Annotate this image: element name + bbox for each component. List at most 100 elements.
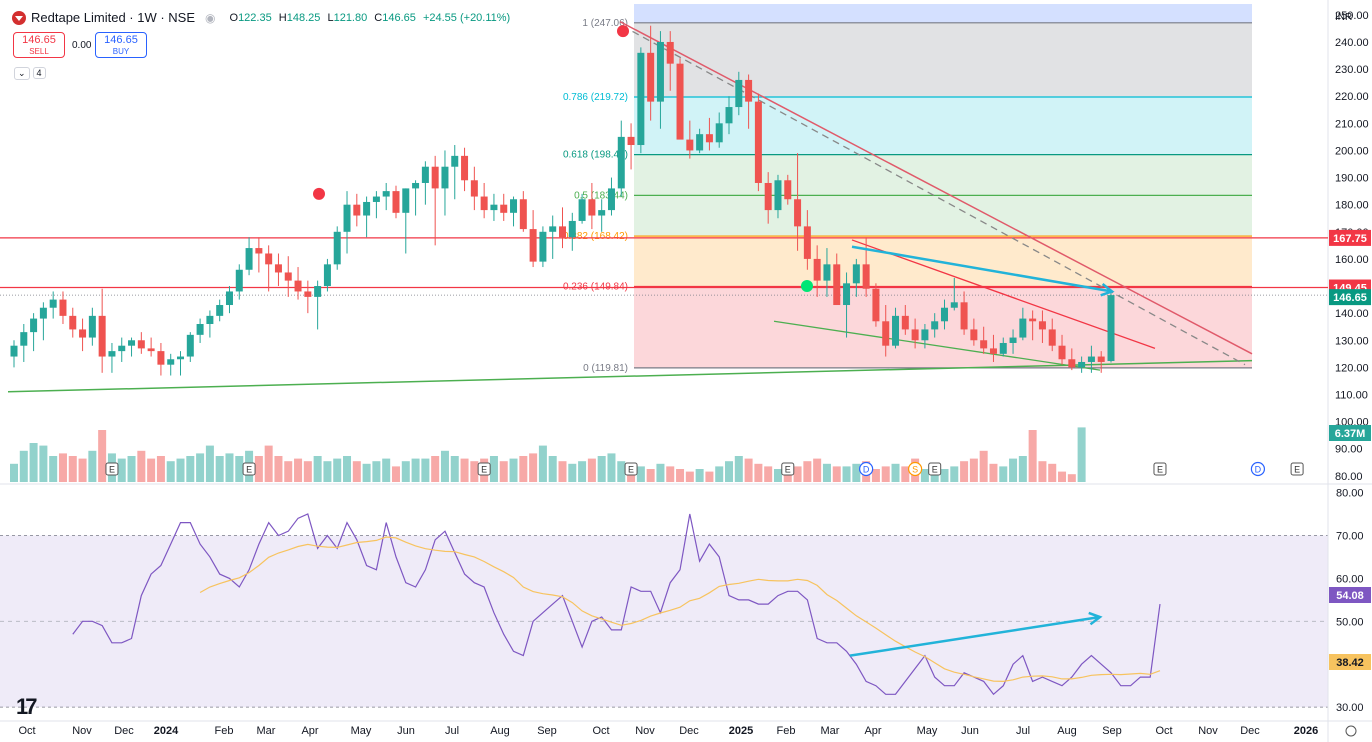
candle-body[interactable] xyxy=(1058,345,1066,360)
candle-body[interactable] xyxy=(784,180,792,200)
candle-body[interactable] xyxy=(735,79,743,108)
candle-body[interactable] xyxy=(715,123,723,143)
candle-body[interactable] xyxy=(294,280,302,292)
candle-body[interactable] xyxy=(128,340,136,346)
candle-body[interactable] xyxy=(225,291,233,306)
candle-body[interactable] xyxy=(147,348,155,352)
candle-body[interactable] xyxy=(519,199,527,230)
candle-body[interactable] xyxy=(372,196,380,202)
candle-body[interactable] xyxy=(1068,359,1076,368)
candle-body[interactable] xyxy=(118,345,126,352)
candle-body[interactable] xyxy=(568,220,576,238)
candle-body[interactable] xyxy=(882,321,890,346)
split-marker[interactable] xyxy=(908,461,923,477)
candle-body[interactable] xyxy=(627,136,635,146)
candle-body[interactable] xyxy=(921,329,929,341)
candle-body[interactable] xyxy=(441,166,449,189)
symbol-title[interactable]: Redtape Limited · 1W · NSE xyxy=(31,10,196,25)
candle-body[interactable] xyxy=(461,155,469,181)
candle-body[interactable] xyxy=(901,315,909,330)
candle-body[interactable] xyxy=(559,226,566,238)
candle-body[interactable] xyxy=(363,201,371,216)
candle-body[interactable] xyxy=(470,180,478,197)
candle-body[interactable] xyxy=(402,188,410,213)
candle-body[interactable] xyxy=(1087,356,1095,362)
candle-body[interactable] xyxy=(157,351,165,365)
earnings-marker[interactable] xyxy=(242,462,256,476)
candle-body[interactable] xyxy=(88,315,96,338)
candle-body[interactable] xyxy=(980,340,988,349)
currency-label[interactable]: INR xyxy=(1335,12,1352,23)
candle-body[interactable] xyxy=(774,180,782,211)
candle-body[interactable] xyxy=(686,139,694,151)
rsi-divergence-arrow[interactable] xyxy=(849,615,1101,657)
candle-body[interactable] xyxy=(284,272,292,281)
candle-body[interactable] xyxy=(245,248,253,270)
candle-body[interactable] xyxy=(98,315,106,357)
candle-body[interactable] xyxy=(323,264,331,287)
candle-body[interactable] xyxy=(1029,318,1037,322)
candle-body[interactable] xyxy=(255,248,263,254)
candle-body[interactable] xyxy=(754,101,762,183)
candle-body[interactable] xyxy=(862,264,870,289)
candle-body[interactable] xyxy=(989,348,997,354)
candle-body[interactable] xyxy=(588,199,596,216)
candle-body[interactable] xyxy=(764,182,772,211)
candle-body[interactable] xyxy=(343,204,351,232)
candle-body[interactable] xyxy=(911,329,919,341)
candle-body[interactable] xyxy=(872,288,880,322)
candle-body[interactable] xyxy=(421,166,429,183)
indicators-toggle[interactable]: ⌄ 4 xyxy=(14,67,49,80)
candle-body[interactable] xyxy=(637,52,645,146)
candle-body[interactable] xyxy=(823,264,831,281)
candle-body[interactable] xyxy=(1078,361,1086,368)
candle-body[interactable] xyxy=(274,264,282,273)
candle-body[interactable] xyxy=(549,226,557,232)
candle-body[interactable] xyxy=(892,315,900,346)
earnings-marker[interactable] xyxy=(928,462,942,476)
candle-body[interactable] xyxy=(431,166,439,189)
dividend-marker[interactable] xyxy=(1250,461,1266,477)
eye-icon[interactable]: ◉ xyxy=(205,10,216,25)
candle-body[interactable] xyxy=(960,302,968,330)
candle-body[interactable] xyxy=(803,226,811,259)
price-divergence-arrow[interactable] xyxy=(851,245,1113,293)
dividend-marker[interactable] xyxy=(859,461,874,477)
candle-body[interactable] xyxy=(304,291,312,297)
candle-body[interactable] xyxy=(1019,318,1027,338)
candle-body[interactable] xyxy=(353,204,361,216)
candle-body[interactable] xyxy=(177,356,185,360)
tradingview-logo-icon[interactable]: 17 xyxy=(16,694,38,719)
wedge-upper-line[interactable] xyxy=(851,239,1156,350)
candle-body[interactable] xyxy=(10,345,18,357)
candle-body[interactable] xyxy=(529,229,537,262)
candle-body[interactable] xyxy=(813,258,821,281)
candle-body[interactable] xyxy=(49,299,57,308)
long-support-trendline[interactable] xyxy=(7,359,1253,393)
candle-body[interactable] xyxy=(1038,321,1046,330)
candle-body[interactable] xyxy=(333,231,341,265)
candle-body[interactable] xyxy=(20,332,28,346)
candle-body[interactable] xyxy=(696,134,704,151)
candle-body[interactable] xyxy=(412,182,420,189)
earnings-marker[interactable] xyxy=(477,462,491,476)
candle-body[interactable] xyxy=(970,329,978,341)
candle-body[interactable] xyxy=(235,269,243,292)
candle-body[interactable] xyxy=(1048,329,1056,346)
candle-body[interactable] xyxy=(480,196,488,211)
candle-body[interactable] xyxy=(666,41,674,64)
candle-body[interactable] xyxy=(999,342,1007,354)
candle-body[interactable] xyxy=(216,305,224,316)
candle-body[interactable] xyxy=(794,199,802,227)
candle-body[interactable] xyxy=(490,204,498,211)
falling-resistance-trendline[interactable] xyxy=(619,20,1253,355)
candle-body[interactable] xyxy=(167,359,175,365)
candle-body[interactable] xyxy=(500,204,508,213)
candle-body[interactable] xyxy=(59,299,67,316)
candle-body[interactable] xyxy=(186,334,194,357)
earnings-marker[interactable] xyxy=(781,462,795,476)
candle-body[interactable] xyxy=(1097,356,1105,362)
candle-body[interactable] xyxy=(676,63,684,140)
sell-button[interactable]: 146.65 SELL xyxy=(13,32,65,58)
earnings-marker[interactable] xyxy=(1153,462,1167,476)
